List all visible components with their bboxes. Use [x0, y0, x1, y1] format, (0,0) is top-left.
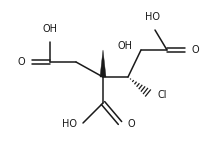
Text: O: O: [17, 57, 25, 67]
Text: HO: HO: [62, 119, 77, 129]
Polygon shape: [100, 50, 106, 77]
Text: Cl: Cl: [158, 90, 167, 100]
Text: O: O: [192, 45, 200, 55]
Text: O: O: [127, 119, 135, 129]
Text: OH: OH: [117, 41, 132, 51]
Text: HO: HO: [145, 12, 159, 22]
Text: OH: OH: [43, 24, 57, 34]
